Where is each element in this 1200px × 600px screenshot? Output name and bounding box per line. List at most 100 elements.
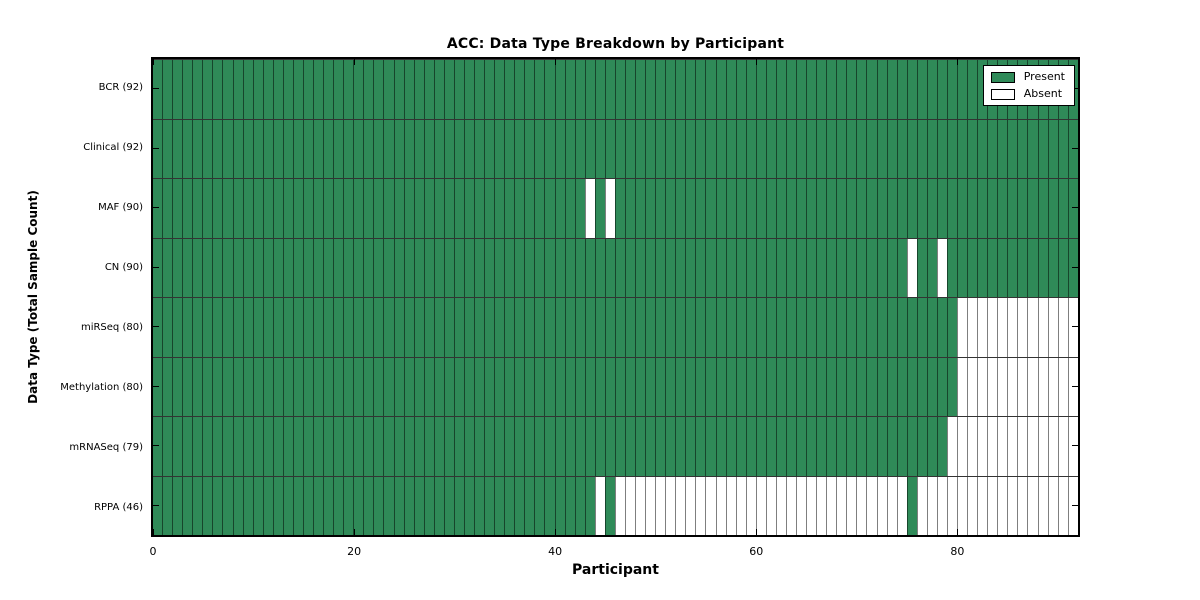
heatmap-cell bbox=[967, 298, 978, 357]
heatmap-cell bbox=[584, 238, 595, 297]
heatmap-cell bbox=[153, 179, 163, 238]
heatmap-cell bbox=[453, 238, 464, 297]
heatmap-cell bbox=[162, 60, 173, 119]
heatmap-cell bbox=[343, 476, 354, 535]
heatmap-cell bbox=[604, 357, 615, 416]
heatmap-cell bbox=[735, 298, 746, 357]
heatmap-cell bbox=[202, 119, 213, 178]
heatmap-cell bbox=[564, 119, 575, 178]
heatmap-cell bbox=[977, 179, 988, 238]
heatmap-cell bbox=[826, 238, 837, 297]
heatmap-cell bbox=[886, 298, 897, 357]
heatmap-cell bbox=[936, 476, 947, 535]
heatmap-cell bbox=[715, 179, 726, 238]
heatmap-cell bbox=[1067, 417, 1078, 476]
heatmap-cell bbox=[182, 298, 193, 357]
heatmap-cell bbox=[705, 357, 716, 416]
heatmap-cell bbox=[403, 119, 414, 178]
heatmap-cell bbox=[685, 60, 696, 119]
heatmap-cell bbox=[926, 238, 937, 297]
heatmap-cell bbox=[1037, 476, 1048, 535]
heatmap-cell bbox=[685, 357, 696, 416]
heatmap-cell bbox=[494, 119, 505, 178]
heatmap-cell bbox=[1017, 476, 1028, 535]
heatmap-cell bbox=[604, 238, 615, 297]
heatmap-cell bbox=[906, 119, 917, 178]
heatmap-cell bbox=[745, 60, 756, 119]
heatmap-cell bbox=[765, 119, 776, 178]
heatmap-cell bbox=[604, 417, 615, 476]
heatmap-cell bbox=[423, 476, 434, 535]
heatmap-cell bbox=[313, 298, 324, 357]
heatmap-cell bbox=[393, 119, 404, 178]
heatmap-cell bbox=[172, 119, 183, 178]
heatmap-cell bbox=[604, 476, 615, 535]
heatmap-cell bbox=[614, 238, 625, 297]
heatmap-cell bbox=[463, 238, 474, 297]
heatmap-cell bbox=[162, 179, 173, 238]
heatmap-cell bbox=[393, 417, 404, 476]
x-tick-label: 40 bbox=[548, 545, 563, 558]
heatmap-cell bbox=[785, 417, 796, 476]
heatmap-cell bbox=[876, 298, 887, 357]
heatmap-cell bbox=[474, 417, 485, 476]
heatmap-cell bbox=[695, 417, 706, 476]
heatmap-cell bbox=[403, 238, 414, 297]
heatmap-cell bbox=[474, 60, 485, 119]
heatmap-cell bbox=[514, 179, 525, 238]
heatmap-cell bbox=[504, 179, 515, 238]
heatmap-cell bbox=[373, 238, 384, 297]
heatmap-cell bbox=[403, 476, 414, 535]
heatmap-cell bbox=[675, 476, 686, 535]
heatmap-cell bbox=[423, 357, 434, 416]
heatmap-cell bbox=[524, 60, 535, 119]
heatmap-cell bbox=[967, 238, 978, 297]
y-tick-label-mRNASeq: mRNASeq (79) bbox=[69, 441, 143, 453]
heatmap-cell bbox=[594, 357, 605, 416]
heatmap-cell bbox=[1067, 179, 1078, 238]
y-tick-mark bbox=[1072, 88, 1078, 90]
heatmap-cell bbox=[302, 417, 313, 476]
heatmap-cell bbox=[936, 298, 947, 357]
heatmap-cell bbox=[202, 179, 213, 238]
heatmap-cell bbox=[453, 476, 464, 535]
y-tick-mark bbox=[1072, 266, 1078, 268]
heatmap-cell bbox=[645, 298, 656, 357]
heatmap-cell bbox=[785, 298, 796, 357]
heatmap-cell bbox=[957, 238, 968, 297]
heatmap-cell bbox=[1057, 476, 1068, 535]
heatmap-cell bbox=[172, 179, 183, 238]
heatmap-cell bbox=[614, 417, 625, 476]
heatmap-cell bbox=[494, 60, 505, 119]
heatmap-cell bbox=[936, 119, 947, 178]
heatmap-cell bbox=[775, 119, 786, 178]
heatmap-cell bbox=[242, 357, 253, 416]
heatmap-cell bbox=[675, 417, 686, 476]
heatmap-cell bbox=[635, 298, 646, 357]
heatmap-cell bbox=[162, 119, 173, 178]
heatmap-cell bbox=[936, 179, 947, 238]
heatmap-cell bbox=[604, 60, 615, 119]
heatmap-cell bbox=[655, 238, 666, 297]
heatmap-cell bbox=[413, 238, 424, 297]
heatmap-cell bbox=[403, 417, 414, 476]
heatmap-cell bbox=[484, 476, 495, 535]
heatmap-cell bbox=[705, 238, 716, 297]
heatmap-cell bbox=[655, 417, 666, 476]
heatmap-cell bbox=[946, 298, 957, 357]
heatmap-cell bbox=[846, 417, 857, 476]
heatmap-cell bbox=[614, 357, 625, 416]
heatmap-cell bbox=[584, 357, 595, 416]
heatmap-cell bbox=[534, 119, 545, 178]
heatmap-cell bbox=[796, 357, 807, 416]
heatmap-cell bbox=[755, 417, 766, 476]
heatmap-cell bbox=[302, 476, 313, 535]
heatmap-cell bbox=[987, 119, 998, 178]
heatmap-cell bbox=[1057, 179, 1068, 238]
heatmap-cell bbox=[775, 476, 786, 535]
heatmap-cell bbox=[383, 417, 394, 476]
heatmap-cell bbox=[655, 476, 666, 535]
heatmap-cell bbox=[222, 417, 233, 476]
heatmap-cell bbox=[796, 476, 807, 535]
heatmap-cell bbox=[413, 60, 424, 119]
